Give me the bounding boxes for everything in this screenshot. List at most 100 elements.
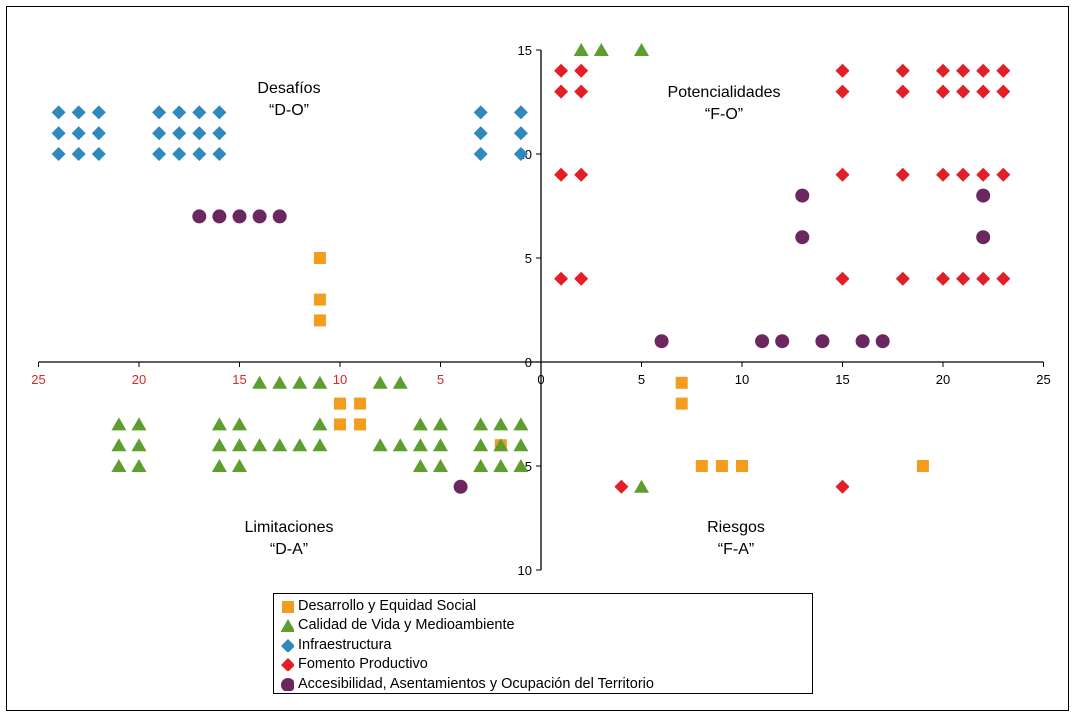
desarrollo-point: [313, 252, 326, 264]
calidad-point: [252, 438, 268, 452]
legend-marker: [281, 658, 294, 672]
fomento-point: [936, 63, 950, 78]
infraestructura-series: [51, 105, 528, 161]
calidad-point: [473, 459, 489, 472]
legend-marker: [281, 638, 294, 652]
infraestructura-point: [152, 105, 167, 120]
legend-symbol: [280, 619, 294, 633]
accesibilidad-point: [755, 334, 770, 349]
calidad-point: [232, 417, 247, 431]
infraestructura-point: [51, 126, 66, 141]
calidad-point: [292, 375, 308, 389]
x-tick-label: 20: [936, 372, 950, 387]
calidad-point: [131, 459, 147, 472]
x-tick-label: 5: [638, 372, 645, 387]
fomento-point: [936, 167, 950, 182]
quadrant-code: “D-A”: [270, 541, 308, 558]
desarrollo-point: [334, 397, 346, 410]
infraestructura-point: [91, 126, 106, 141]
fomento-point: [996, 84, 1011, 99]
accesibilidad-point: [795, 230, 810, 245]
calidad-point: [392, 375, 408, 389]
legend-item-infraestructura: Infraestructura: [280, 635, 812, 655]
calidad-series: [111, 43, 649, 493]
fomento-point: [554, 167, 569, 182]
legend-symbol: [281, 638, 294, 652]
legend-item-calidad: Calidad de Vida y Medioambiente: [280, 616, 812, 636]
quadrant-code: “D-O”: [269, 102, 309, 119]
fomento-point: [976, 63, 991, 78]
accesibilidad-point: [453, 479, 468, 494]
infraestructura-point: [212, 147, 227, 161]
x-tick-label: 15: [232, 372, 246, 387]
calidad-point: [513, 459, 529, 472]
calidad-point: [634, 43, 649, 56]
legend-symbol: [282, 600, 294, 613]
calidad-point: [232, 459, 247, 472]
fomento-point: [895, 167, 910, 182]
desarrollo-point: [715, 460, 728, 472]
x-tick-label: 10: [735, 372, 749, 387]
fomento-point: [574, 84, 589, 99]
fomento-point: [936, 84, 950, 99]
legend-marker: [281, 677, 294, 691]
calidad-point: [513, 438, 529, 452]
infraestructura-point: [172, 105, 187, 120]
fomento-point: [956, 63, 971, 78]
legend-label: Fomento Productivo: [298, 656, 428, 673]
quadrant-name: Potencialidades: [668, 84, 781, 101]
calidad-point: [433, 459, 448, 472]
calidad-point: [493, 438, 509, 452]
accesibilidad-point: [855, 334, 870, 349]
calidad-point: [412, 417, 428, 431]
calidad-point: [433, 417, 448, 431]
calidad-point: [131, 438, 147, 452]
accesibilidad-point: [976, 230, 991, 245]
y-tick-label: 5: [525, 251, 532, 266]
calidad-point: [211, 459, 227, 472]
calidad-point: [312, 375, 328, 389]
infraestructura-point: [71, 105, 86, 120]
x-tick-label: 5: [437, 372, 444, 387]
infraestructura-point: [212, 105, 227, 120]
infraestructura-point: [71, 147, 86, 161]
infraestructura-point: [172, 147, 187, 161]
y-tick-label: 15: [518, 43, 532, 58]
calidad-point: [312, 438, 328, 452]
legend-marker: [280, 619, 294, 633]
calidad-point: [232, 438, 247, 452]
calidad-point: [433, 438, 448, 452]
calidad-point: [111, 438, 127, 452]
infraestructura-point: [513, 126, 528, 141]
calidad-point: [392, 438, 408, 452]
infraestructura-point: [91, 147, 106, 161]
x-tick-label: 0: [537, 372, 544, 387]
infraestructura-point: [71, 126, 86, 141]
calidad-point: [473, 438, 489, 452]
legend-marker: [282, 600, 294, 613]
quadrant-code: “F-A”: [718, 541, 754, 558]
fomento-point: [996, 271, 1011, 286]
chart-legend: Desarrollo y Equidad Social Calidad de Vi…: [273, 593, 813, 694]
fomento-point: [554, 84, 569, 99]
infraestructura-point: [473, 126, 488, 141]
calidad-point: [593, 43, 609, 56]
x-tick-label: 20: [132, 372, 146, 387]
fomento-point: [574, 271, 589, 286]
legend-label: Accesibilidad, Asentamientos y Ocupación…: [298, 675, 654, 692]
fomento-point: [976, 84, 991, 99]
accesibilidad-point: [212, 209, 227, 224]
chart-frame: 2520151050510152025151050510 Desafíos“D-…: [6, 6, 1069, 711]
accesibilidad-point: [272, 209, 287, 224]
accesibilidad-point: [252, 209, 267, 224]
quadrant-name: Desafíos: [257, 80, 320, 97]
accesibilidad-point: [815, 334, 830, 349]
quadrant-code: “F-O”: [705, 106, 743, 123]
infraestructura-point: [172, 126, 187, 141]
calidad-point: [292, 438, 308, 452]
desarrollo-point: [736, 460, 748, 472]
infraestructura-point: [91, 105, 106, 120]
fomento-point: [835, 479, 850, 494]
infraestructura-point: [513, 147, 528, 161]
fomento-point: [835, 167, 850, 182]
